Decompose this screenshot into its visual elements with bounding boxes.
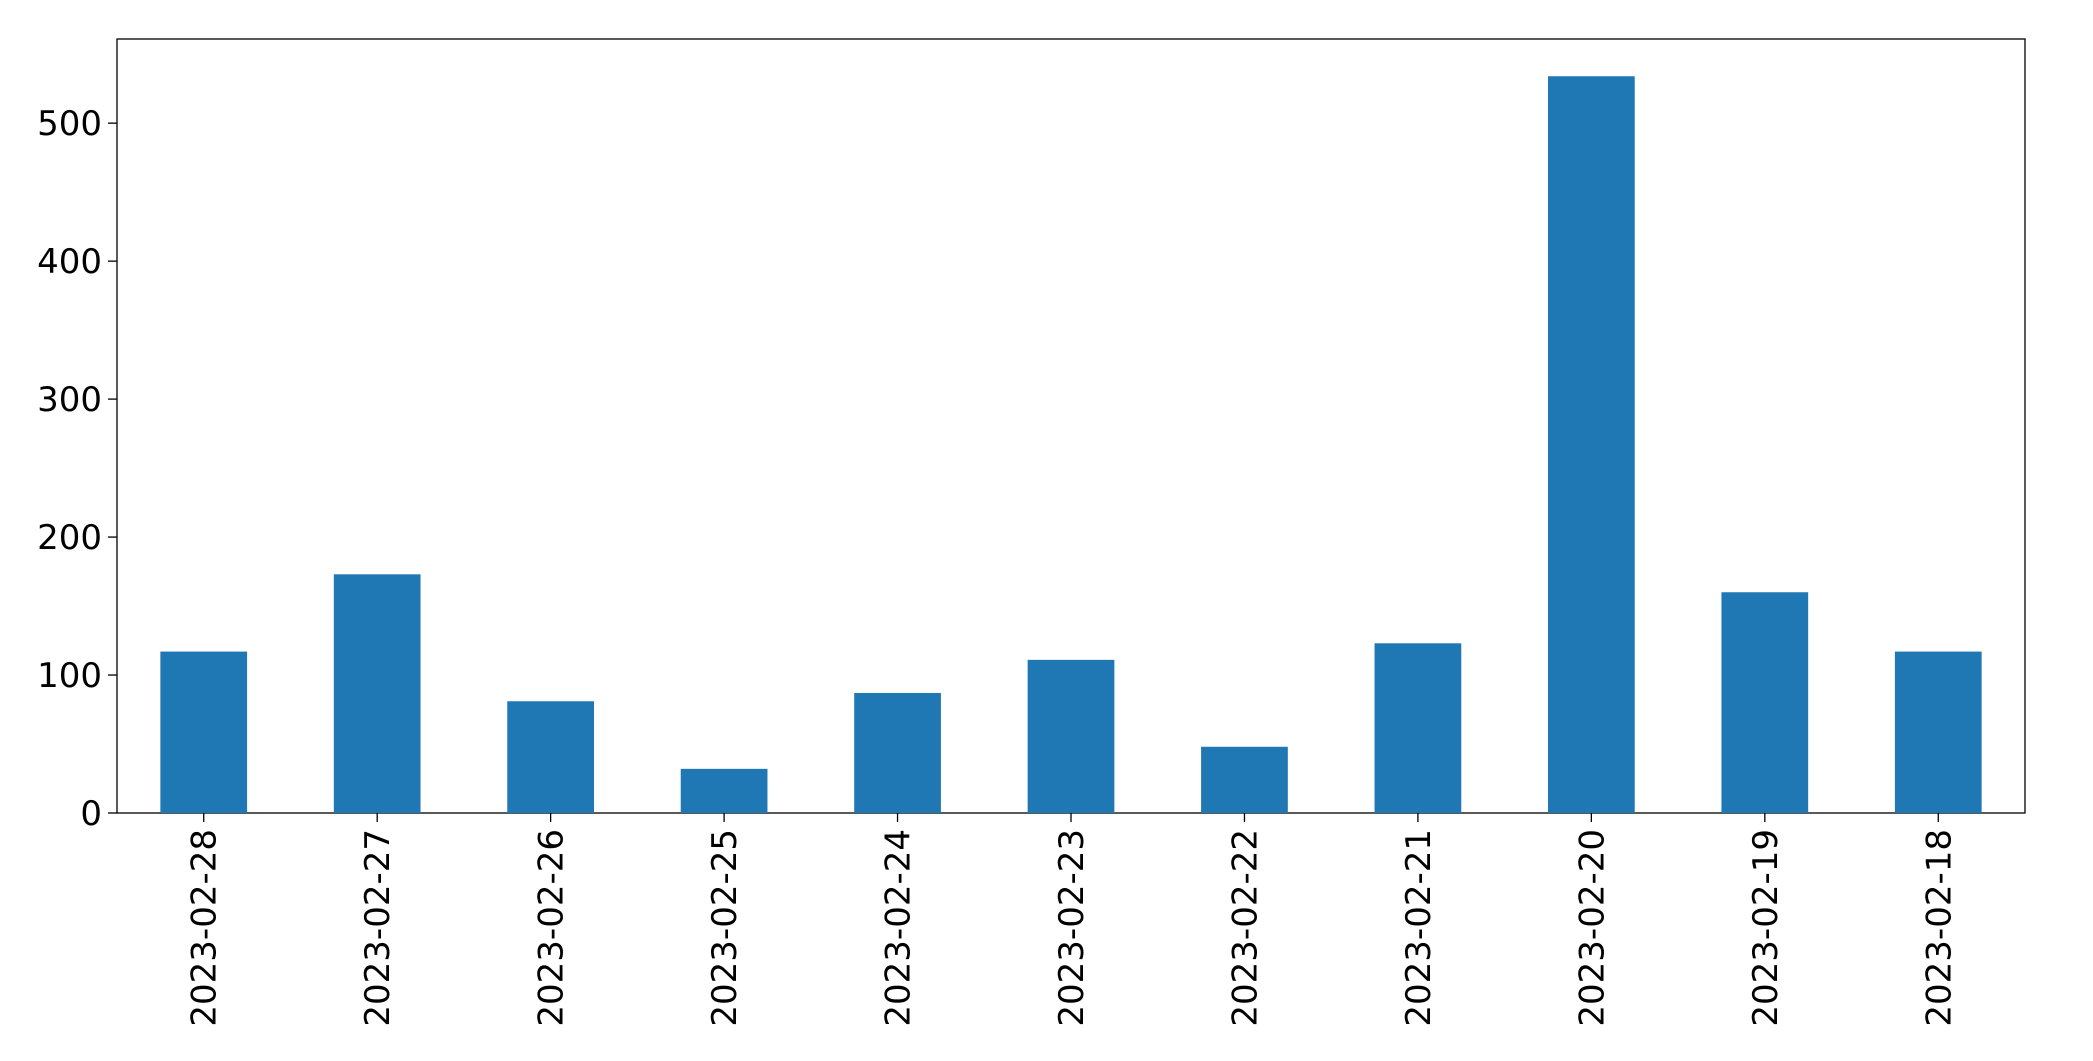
bar	[1721, 592, 1809, 813]
bar	[854, 692, 941, 813]
bar	[1548, 76, 1635, 813]
bar	[507, 701, 594, 813]
x-tick-label: 2023-02-26	[532, 829, 572, 1027]
bar	[333, 574, 421, 813]
x-tick-label: 2023-02-18	[1919, 829, 1959, 1027]
x-tick-label: 2023-02-21	[1399, 829, 1439, 1027]
x-tick-label: 2023-02-28	[185, 829, 225, 1027]
y-tick-label: 0	[80, 794, 102, 834]
y-tick-label: 300	[37, 380, 102, 420]
bar	[1894, 651, 1982, 813]
x-tick-label: 2023-02-25	[705, 829, 745, 1027]
y-tick-label: 100	[37, 656, 102, 696]
bar	[1201, 746, 1288, 813]
bar	[160, 651, 248, 813]
bar	[1374, 643, 1462, 813]
x-tick-label: 2023-02-23	[1052, 829, 1092, 1027]
y-tick-label: 500	[37, 104, 102, 144]
x-tick-label: 2023-02-20	[1572, 829, 1612, 1027]
x-tick-label: 2023-02-27	[358, 829, 398, 1027]
y-tick-label: 200	[37, 518, 102, 558]
x-tick-label: 2023-02-24	[879, 829, 919, 1027]
x-tick-label: 2023-02-19	[1746, 829, 1786, 1027]
x-tick-label: 2023-02-22	[1225, 829, 1265, 1027]
bar	[680, 768, 768, 813]
bar	[1027, 659, 1115, 813]
y-tick-label: 400	[37, 242, 102, 282]
